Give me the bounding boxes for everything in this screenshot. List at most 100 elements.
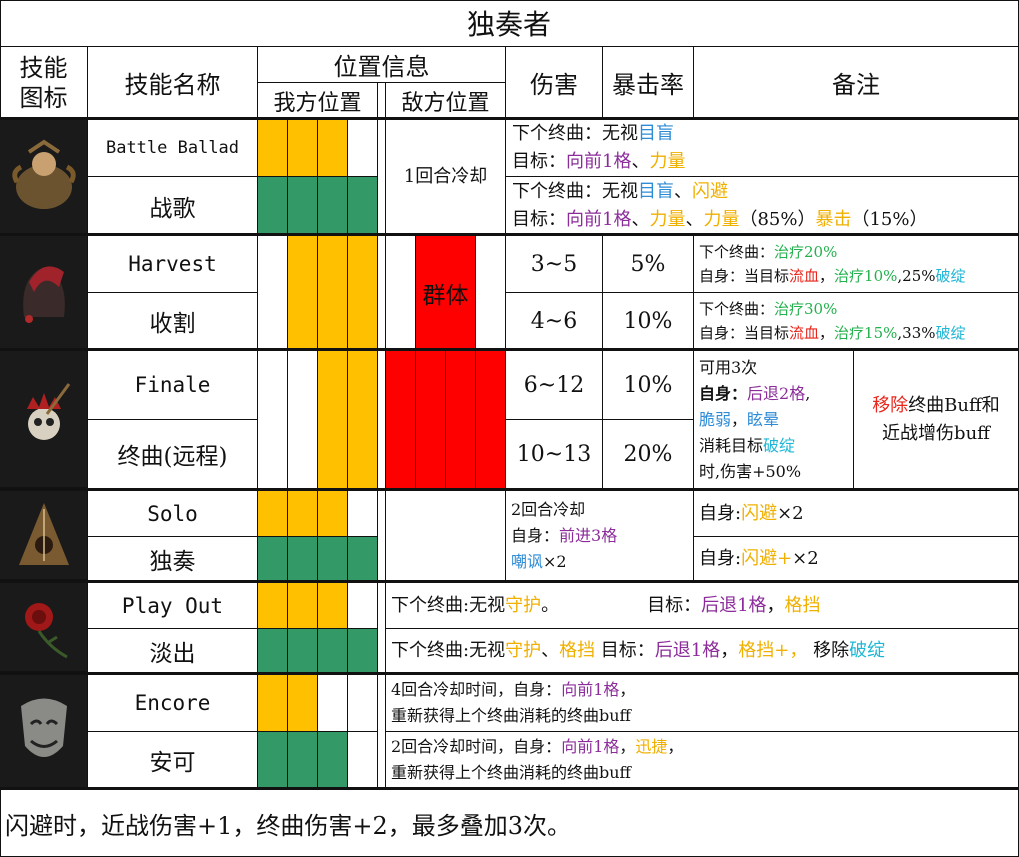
skill-name-zh: 战歌 <box>88 177 258 235</box>
target-aoe: 群体 <box>416 236 476 350</box>
note-text: 重新获得上个终曲消耗的终曲buff <box>391 706 631 725</box>
skill-name-zh: 安可 <box>88 732 258 789</box>
own-pos-cell <box>288 732 318 789</box>
note-guard: 守护 <box>505 639 542 661</box>
note-buff: 力量 <box>649 151 686 172</box>
note-text: 目标： <box>647 594 702 616</box>
mask-icon <box>0 675 88 789</box>
note-text: 自身: <box>699 547 742 569</box>
crit-value: 10% <box>603 293 694 350</box>
own-pos-cell <box>288 177 318 235</box>
own-pos-cell <box>318 583 348 629</box>
own-pos-cell <box>318 491 348 537</box>
skill-note: 2回合冷却时间，自身：向前1格，迅捷， 重新获得上个终曲消耗的终曲buff <box>386 732 1019 789</box>
header-crit: 暴击率 <box>603 47 694 119</box>
own-pos-cell <box>348 120 378 177</box>
enemy-pos-empty <box>386 491 506 581</box>
note-heal: 治疗10% <box>834 267 898 285</box>
own-pos-cell <box>258 236 288 350</box>
own-pos-cell <box>348 236 378 350</box>
pos-divider <box>378 120 386 235</box>
note-text: ， <box>619 737 636 756</box>
note-heal: 治疗30% <box>774 300 838 318</box>
note-remove: 移除 <box>872 394 909 416</box>
lute-icon <box>0 491 88 581</box>
note-text: ×2 <box>792 547 819 569</box>
note-debuff: 脆弱 <box>699 409 732 429</box>
pos-divider <box>378 491 386 581</box>
own-pos-cell <box>258 675 288 732</box>
note-text: 终曲Buff和 <box>908 394 1000 416</box>
own-pos-cell <box>348 629 378 673</box>
rose-icon <box>0 583 88 673</box>
note-bleed: 流血 <box>789 267 820 285</box>
damage-value: 4~6 <box>506 293 603 350</box>
note-buff: 迅捷 <box>635 737 668 756</box>
note-buff: 力量 <box>649 208 686 230</box>
note-text: ,25% <box>897 267 936 285</box>
enemy-pos-cell <box>476 236 506 350</box>
own-pos-cell <box>288 537 318 581</box>
note-text: 目标： <box>512 208 566 230</box>
own-pos-cell <box>258 177 288 235</box>
note-text: 下个终曲： <box>699 300 775 318</box>
skill-name-en: Harvest <box>88 236 258 293</box>
own-pos-cell <box>348 675 378 732</box>
damage-value: 6~12 <box>506 351 603 420</box>
note-buff: 闪避 <box>741 502 778 524</box>
own-pos-cell <box>348 583 378 629</box>
own-pos-cell <box>288 351 318 489</box>
own-pos-cell <box>258 732 288 789</box>
note-taunt: 嘲讽 <box>511 551 544 571</box>
note-stun: 眩晕 <box>747 409 780 429</box>
note-status: 目盲 <box>638 123 674 144</box>
own-pos-cell <box>258 537 288 581</box>
note-move: 后退1格 <box>701 594 767 616</box>
skill-note: 下个终曲：治疗30% 自身：当目标流血，治疗15%,33%破绽 <box>694 293 1019 350</box>
crit-value: 5% <box>603 236 694 293</box>
note-text: ， <box>731 409 748 429</box>
note-text: 下个终曲： <box>699 243 775 261</box>
note-debuff: 破绽 <box>849 639 886 661</box>
header-notes: 备注 <box>694 47 1019 119</box>
note-text: 下个终曲:无视 <box>391 639 506 661</box>
skill-name-en: Play Out <box>88 583 258 629</box>
footer-note: 闪避时，近战伤害+1，终曲伤害+2，最多叠加3次。 <box>0 790 1019 857</box>
row-separator <box>0 233 1019 236</box>
skill-note: 自身: 闪避+ ×2 <box>694 537 1019 581</box>
note-move: 向前1格 <box>561 680 620 699</box>
note-heal: 治疗15% <box>834 324 898 342</box>
header-icon-line2: 图标 <box>19 83 68 112</box>
note-status: 目盲 <box>638 180 674 202</box>
solo-shared-note: 2回合冷却 自身：前进3格 嘲讽×2 <box>506 491 694 581</box>
note-text: ,33% <box>897 324 936 342</box>
own-pos-cell <box>318 177 348 235</box>
own-pos-cell <box>258 120 288 177</box>
note-text: 2回合冷却时间，自身： <box>391 737 562 756</box>
note-buff: 力量 <box>703 208 740 230</box>
note-move: 前进3格 <box>559 525 618 545</box>
skill-name-en: Solo <box>88 491 258 537</box>
skill-name-zh: 独奏 <box>88 537 258 581</box>
note-text: 自身：当目标 <box>699 267 790 285</box>
note-text: 自身： <box>699 383 748 403</box>
own-pos-cell <box>318 120 348 177</box>
cooldown-note: 1回合冷却 <box>386 120 506 235</box>
note-text: 、 <box>685 208 704 230</box>
note-text: 4回合冷却时间，自身： <box>391 680 562 699</box>
note-block: 格挡+ <box>738 639 790 661</box>
skill-name-zh: 收割 <box>88 293 258 350</box>
pos-divider <box>378 583 386 673</box>
note-buff: 闪避 <box>692 180 728 202</box>
note-text: （85%） <box>739 208 816 230</box>
note-move: 后退2格 <box>747 383 806 403</box>
row-separator <box>0 787 1019 790</box>
note-text: 下个终曲：无视 <box>512 123 638 144</box>
skill-name-en: Finale <box>88 351 258 420</box>
note-move: 向前1格 <box>566 208 632 230</box>
note-text: 可用3次 <box>699 357 758 377</box>
own-pos-cell <box>288 120 318 177</box>
own-pos-cell <box>288 236 318 350</box>
note-bleed: 流血 <box>789 324 820 342</box>
